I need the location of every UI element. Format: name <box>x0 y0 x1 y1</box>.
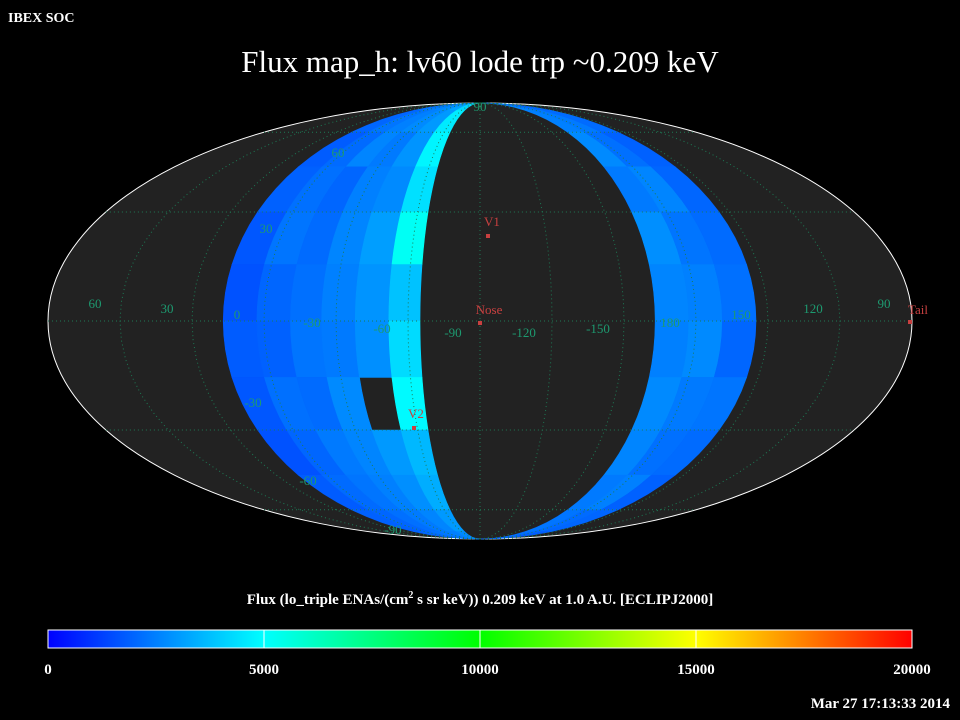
colorbar-tick-label: 20000 <box>893 662 931 678</box>
lat-label: 30 <box>260 221 273 236</box>
lon-label: -60 <box>373 321 390 336</box>
map-cell <box>388 320 423 378</box>
marker <box>486 234 490 238</box>
marker-label: Tail <box>908 302 928 317</box>
lat-label: 90 <box>474 99 487 114</box>
lon-label: 180 <box>660 315 680 330</box>
lon-label: -150 <box>586 321 610 336</box>
map-cell <box>648 264 690 322</box>
colorbar-label-part: 2 <box>408 590 413 601</box>
map-cell <box>388 264 423 322</box>
marker-label: V1 <box>484 214 500 229</box>
map-cell <box>455 531 481 540</box>
lat-label: 60 <box>332 145 345 160</box>
timestamp: Mar 27 17:13:33 2014 <box>811 696 951 712</box>
chart-title: Flux map_h: lv60 lode trp ~0.209 keV <box>241 44 719 79</box>
lon-label: -90 <box>444 325 461 340</box>
lon-label: 60 <box>89 296 102 311</box>
colorbar-tick-label: 0 <box>44 662 52 678</box>
lon-label: -30 <box>303 315 320 330</box>
colorbar-tick-label: 10000 <box>461 662 499 678</box>
marker <box>412 426 416 430</box>
lon-label: 90 <box>878 296 891 311</box>
lon-label: -120 <box>512 325 536 340</box>
lat-label: -60 <box>299 473 316 488</box>
map-cell <box>479 531 552 540</box>
map-cell <box>321 264 360 322</box>
lon-label: 120 <box>803 301 823 316</box>
marker-label: Nose <box>476 302 503 317</box>
lon-label: 150 <box>731 307 751 322</box>
map-cell <box>354 264 393 322</box>
map-cell <box>321 320 360 378</box>
lat-label: -30 <box>244 395 261 410</box>
header: IBEX SOC <box>8 11 75 26</box>
lon-label: 30 <box>161 301 174 316</box>
marker-label: V2 <box>408 406 424 421</box>
lat-label: -90 <box>384 522 401 537</box>
colorbar-label: Flux (lo_triple ENAs/(cm2 s sr keV)) 0.2… <box>247 590 714 608</box>
colorbar-tick-label: 15000 <box>677 662 715 678</box>
marker <box>908 320 912 324</box>
marker <box>478 321 482 325</box>
colorbar-label-part: s sr keV)) 0.209 keV at 1.0 A.U. [ECLIPJ… <box>413 592 713 608</box>
colorbar-tick-label: 5000 <box>249 662 279 678</box>
lon-label: 0 <box>234 307 241 322</box>
colorbar-label-part: Flux (lo_triple ENAs/(cm <box>247 592 409 608</box>
